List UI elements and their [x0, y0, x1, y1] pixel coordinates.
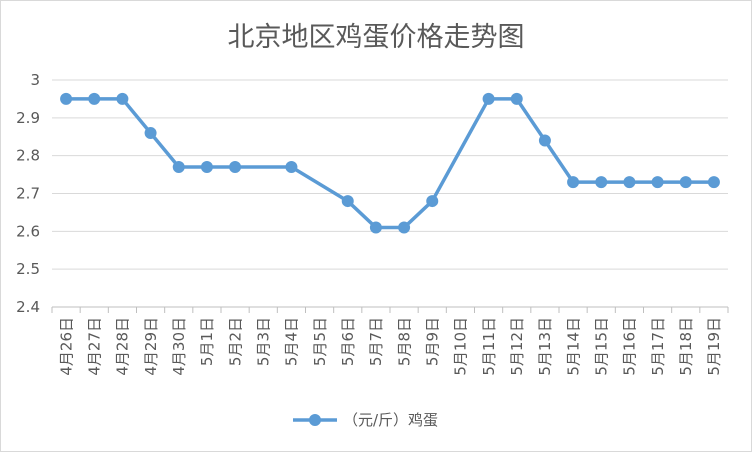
y-tick-label: 2.6 [16, 222, 40, 240]
x-tick-label: 4月28日 [114, 317, 132, 376]
data-point [60, 92, 73, 105]
data-point [482, 92, 495, 105]
series [60, 92, 720, 234]
data-point [144, 126, 157, 139]
data-point [341, 195, 354, 208]
data-point [538, 134, 551, 147]
x-tick-label: 5月8日 [395, 317, 413, 366]
x-tick-label: 5月1日 [198, 317, 216, 366]
y-tick-label: 3 [30, 71, 40, 89]
data-point [510, 92, 523, 105]
data-point [88, 92, 101, 105]
x-tick-label: 5月12日 [508, 317, 526, 376]
gridlines [52, 79, 728, 270]
chart-title: 北京地区鸡蛋价格走势图 [228, 22, 525, 53]
data-point [229, 161, 242, 174]
data-point [679, 176, 692, 189]
x-tick-label: 4月27日 [86, 317, 104, 376]
y-tick-label: 2.7 [16, 185, 40, 203]
data-point [426, 195, 439, 208]
y-tick-label: 2.9 [16, 109, 40, 127]
x-tick-label: 5月13日 [536, 317, 554, 376]
data-point [369, 221, 382, 234]
data-point [200, 161, 213, 174]
y-tick-label: 2.5 [16, 260, 40, 278]
data-point [172, 161, 185, 174]
x-axis: 4月26日 4月27日 4月28日 4月29日 4月30日 5月1日 5月2日 5月3日 5月4… [51, 306, 729, 376]
legend: （元/斤）鸡蛋 [293, 411, 438, 429]
x-tick-label: 5月15日 [593, 317, 611, 376]
data-point [623, 176, 636, 189]
x-tick-label: 5月19日 [705, 317, 723, 376]
x-tick-label: 4月29日 [142, 317, 160, 376]
data-point [285, 161, 298, 174]
x-tick-label: 5月9日 [424, 317, 442, 366]
y-tick-label: 2.4 [16, 298, 40, 316]
x-tick-label: 5月7日 [367, 317, 385, 366]
data-point [595, 176, 608, 189]
x-tick-label: 5月4日 [283, 317, 301, 366]
data-point [567, 176, 580, 189]
legend-marker [309, 414, 321, 426]
data-point [116, 92, 129, 105]
data-point [398, 221, 411, 234]
x-tick-label: 5月18日 [677, 317, 695, 376]
x-tick-label: 5月3日 [255, 317, 273, 366]
x-tick-label: 5月16日 [621, 317, 639, 376]
y-tick-label: 2.8 [16, 147, 40, 165]
x-tick-label: 5月14日 [564, 317, 582, 376]
legend-label: （元/斤）鸡蛋 [343, 411, 438, 429]
x-tick-label: 5月10日 [452, 317, 470, 376]
y-axis: 2.4 2.5 2.6 2.7 2.8 2.9 3 [16, 71, 40, 316]
x-tick-label: 4月26日 [57, 317, 75, 376]
x-tick-label: 5月17日 [649, 317, 667, 376]
x-tick-label: 4月30日 [170, 317, 188, 376]
x-tick-label: 5月2日 [226, 317, 244, 366]
data-point [707, 176, 720, 189]
x-tick-label: 5月6日 [339, 317, 357, 366]
x-tick-label: 5月5日 [311, 317, 329, 366]
x-tick-label: 5月11日 [480, 317, 498, 376]
data-point [651, 176, 664, 189]
